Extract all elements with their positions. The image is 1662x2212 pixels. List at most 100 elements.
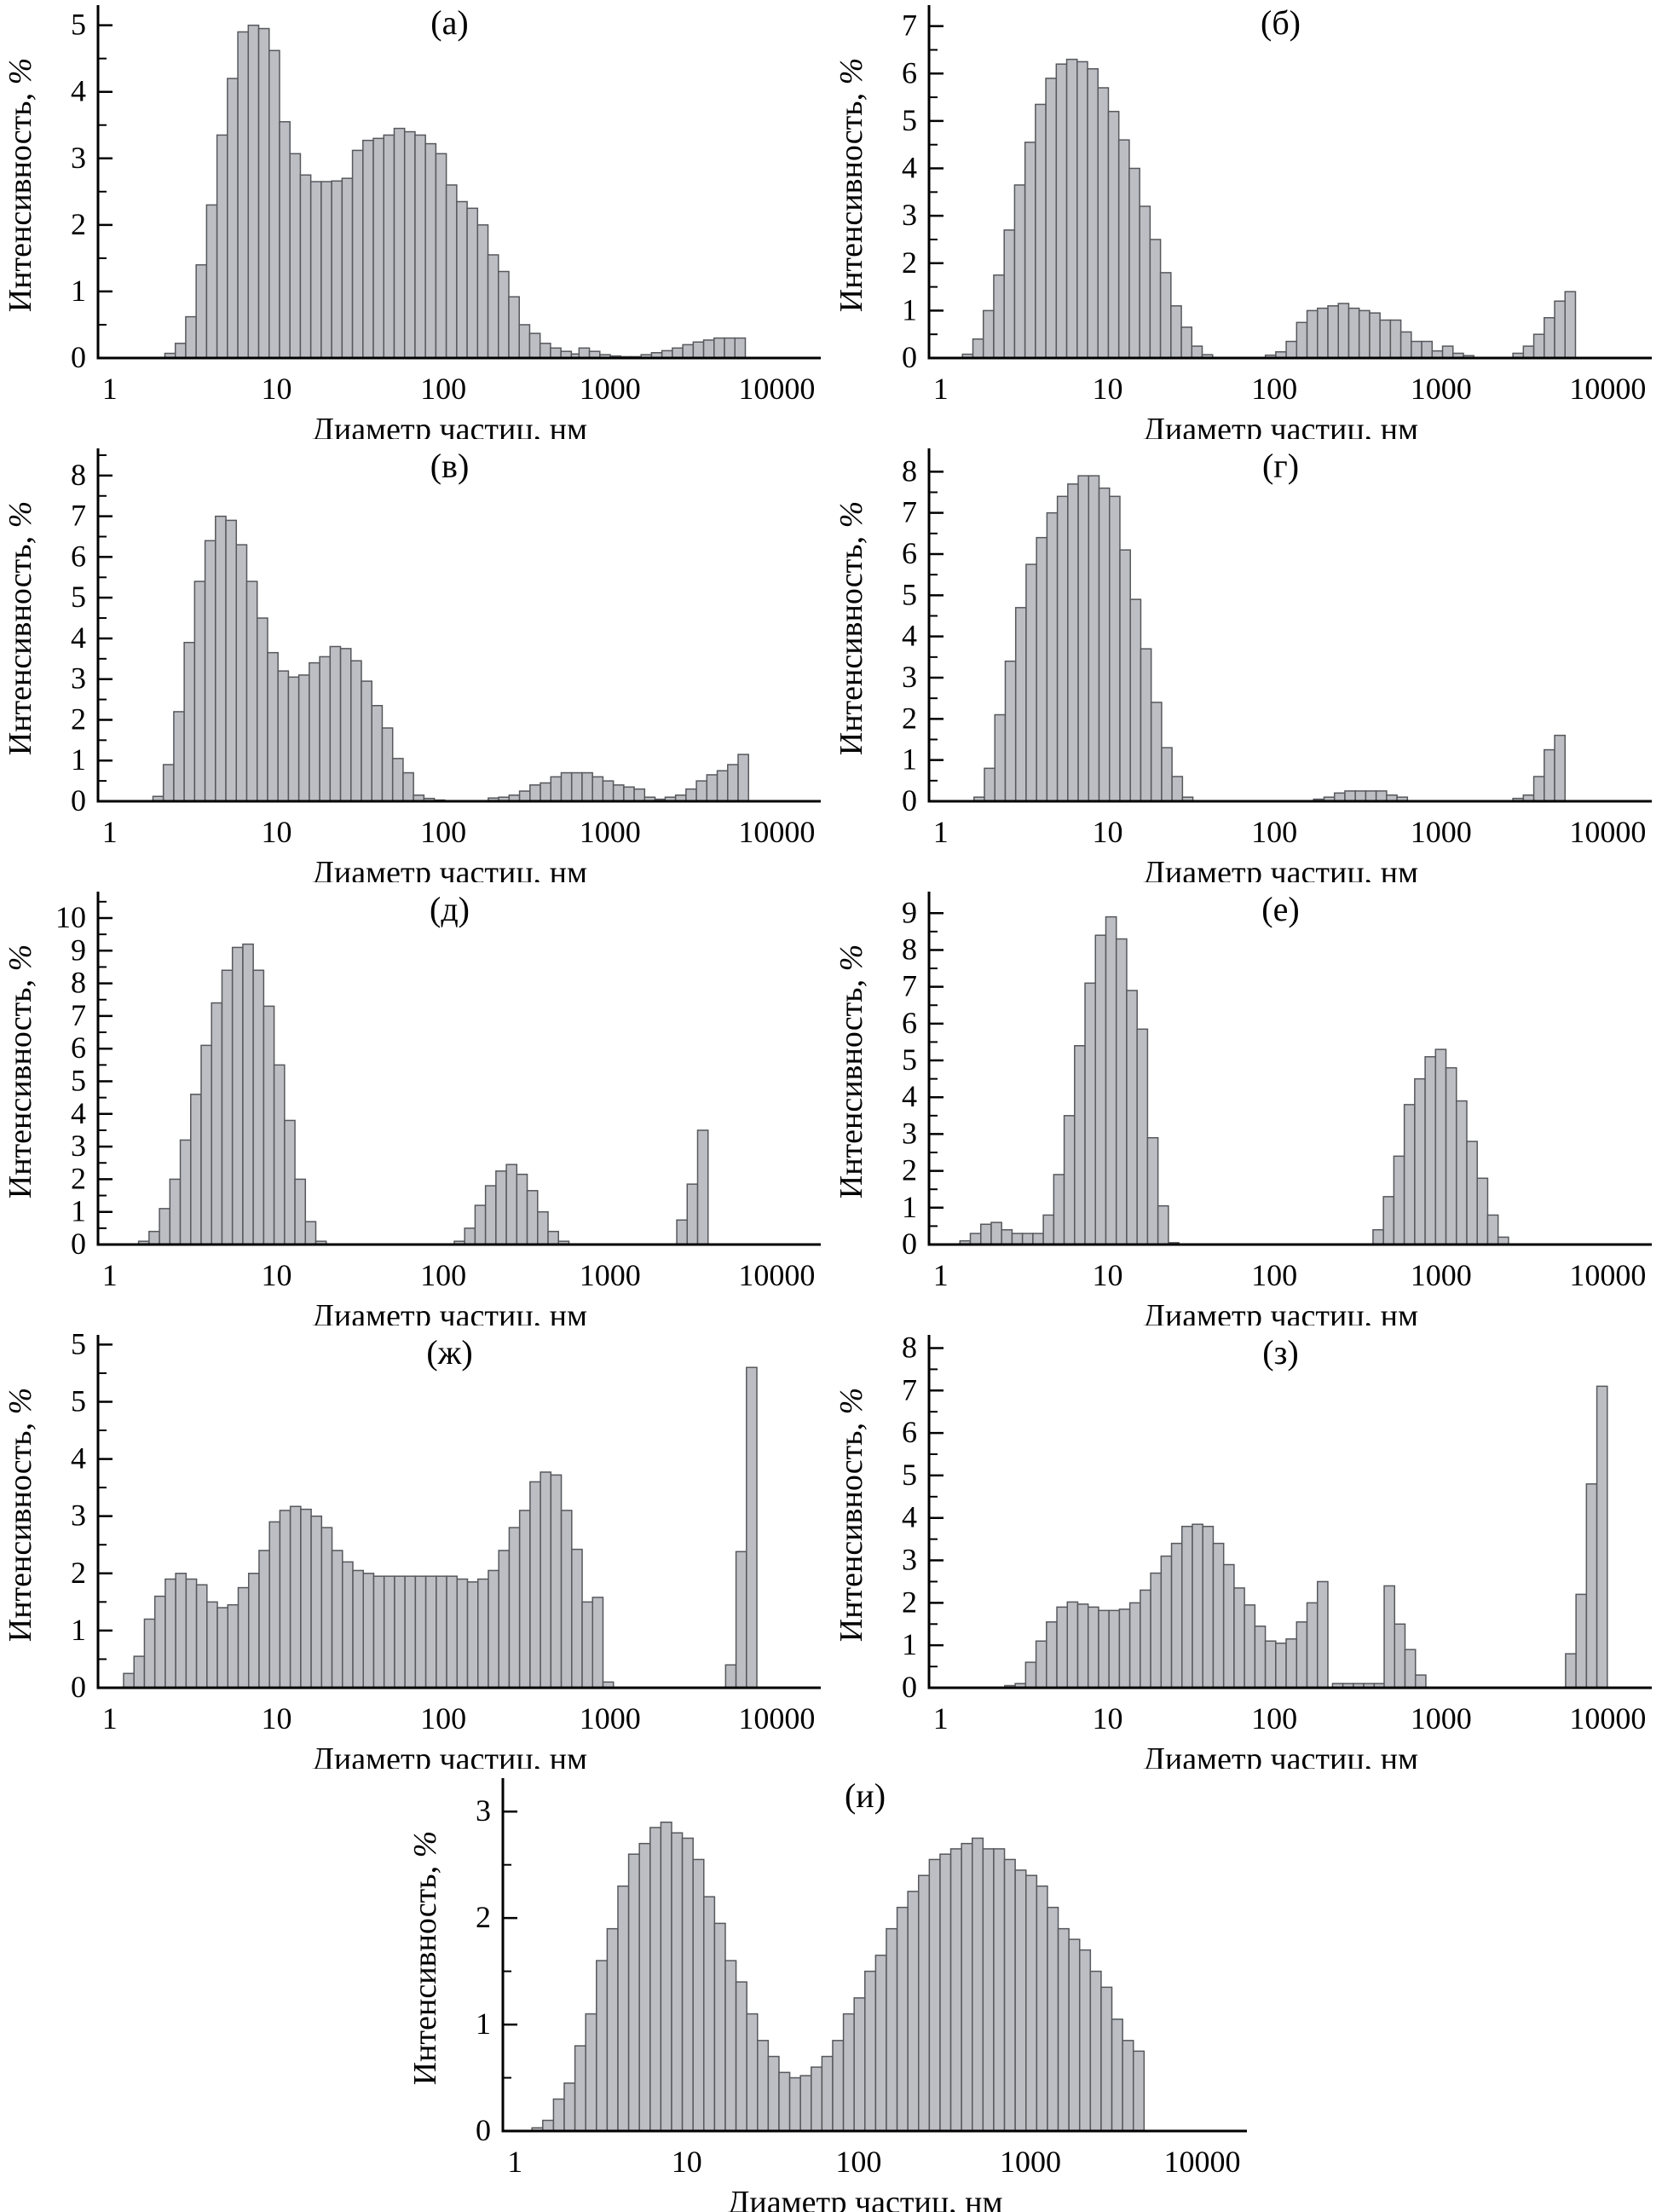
bar <box>734 337 747 359</box>
y-tick-label: 3 <box>71 1129 86 1163</box>
bar <box>279 1510 291 1689</box>
bar <box>979 1223 992 1245</box>
y-tick-label: 5 <box>902 577 917 611</box>
bar <box>724 337 736 359</box>
y-tick-label: 5 <box>71 1063 86 1097</box>
panel-label: (и) <box>845 1776 886 1815</box>
x-tick-label: 10 <box>1092 1258 1122 1292</box>
y-tick-label: 3 <box>902 198 917 232</box>
y-axis-label: Интенсивность, % <box>834 944 869 1198</box>
bar <box>737 754 749 802</box>
bar <box>606 1927 619 2132</box>
bar <box>200 1044 212 1245</box>
bar <box>320 1527 333 1689</box>
x-tick-label: 1 <box>102 1258 118 1292</box>
bar <box>1404 1649 1417 1689</box>
bar <box>402 771 414 802</box>
y-tick-label: 3 <box>902 660 917 694</box>
bar <box>1157 1204 1169 1245</box>
y-tick-label: 7 <box>902 495 917 529</box>
y-tick-label: 2 <box>476 1900 491 1934</box>
bar <box>1140 1589 1151 1689</box>
y-tick-label: 7 <box>71 998 86 1032</box>
y-tick-label: 6 <box>71 1031 86 1065</box>
bar <box>299 174 312 359</box>
bar <box>1306 309 1319 359</box>
x-tick-label: 10000 <box>1569 1258 1646 1292</box>
bar <box>1285 340 1298 359</box>
bar <box>1421 340 1434 359</box>
bar <box>257 27 270 359</box>
bar <box>1139 205 1151 359</box>
bar <box>331 180 343 359</box>
y-tick-label: 6 <box>902 1006 917 1040</box>
x-tick-label: 10000 <box>738 372 815 406</box>
bar <box>309 661 320 802</box>
bar <box>1098 487 1111 802</box>
bar <box>268 49 280 359</box>
x-tick-label: 10000 <box>1569 815 1646 849</box>
bar <box>216 134 228 359</box>
bar <box>1105 915 1117 1245</box>
bar <box>1414 1674 1427 1689</box>
bar <box>394 1575 406 1689</box>
y-tick-label: 0 <box>902 783 917 817</box>
bar <box>247 24 260 359</box>
panel-label: (е) <box>1261 890 1299 928</box>
bar <box>204 540 216 802</box>
bar <box>874 1955 887 2132</box>
x-tick-label: 10 <box>261 1258 291 1292</box>
bar <box>1264 1640 1277 1689</box>
bar <box>1554 734 1567 802</box>
y-tick-label: 2 <box>71 1556 86 1590</box>
y-tick-label: 4 <box>902 151 917 185</box>
bar <box>516 1173 528 1245</box>
bar <box>1306 1602 1319 1689</box>
bar <box>183 641 196 802</box>
x-tick-label: 10 <box>261 1701 291 1736</box>
bar <box>788 2076 801 2132</box>
bar <box>1354 790 1367 802</box>
bar <box>1004 660 1017 802</box>
y-tick-label: 6 <box>71 539 86 573</box>
bar <box>547 1230 559 1245</box>
bar <box>1003 229 1016 359</box>
bar <box>1466 1141 1478 1245</box>
bar <box>1393 1155 1405 1245</box>
axes <box>927 1335 1652 1689</box>
x-axis-label: Диаметр частиц, нм <box>1143 855 1418 882</box>
bar <box>466 207 479 359</box>
bar <box>990 1222 1002 1245</box>
panel-cell-d: 0 1 2 3 4 5 6 7 8 9 10 1 10 100 1000 10000 Диаметр части… <box>0 887 831 1334</box>
bar <box>268 1521 281 1689</box>
bar <box>1365 790 1377 802</box>
y-axis-label: Интенсивность, % <box>834 58 869 312</box>
bar <box>1065 58 1078 359</box>
bar <box>231 946 244 1245</box>
x-tick-label: 1 <box>933 1701 949 1736</box>
bar <box>671 1832 684 2132</box>
bar <box>972 1837 984 2132</box>
y-axis-label: Интенсивность, % <box>834 501 869 755</box>
bar <box>252 969 265 1245</box>
x-tick-label: 100 <box>420 372 466 406</box>
axes <box>927 892 1652 1246</box>
panel-label: (б) <box>1261 3 1301 42</box>
bar <box>185 1578 198 1689</box>
x-tick-label: 10000 <box>1569 372 1646 406</box>
y-tick-label: 1 <box>71 742 86 777</box>
bar <box>1327 305 1339 359</box>
bar <box>1115 938 1128 1245</box>
bar <box>1076 61 1088 359</box>
bar <box>1111 2019 1123 2132</box>
bar <box>331 1550 343 1689</box>
y-tick-label: 5 <box>902 1042 917 1077</box>
bar <box>237 1586 250 1689</box>
bar <box>581 1601 594 1689</box>
bar <box>227 1603 239 1689</box>
bar <box>1035 103 1047 359</box>
x-tick-label: 10 <box>261 372 291 406</box>
bar <box>1171 776 1184 802</box>
bar <box>592 776 604 802</box>
